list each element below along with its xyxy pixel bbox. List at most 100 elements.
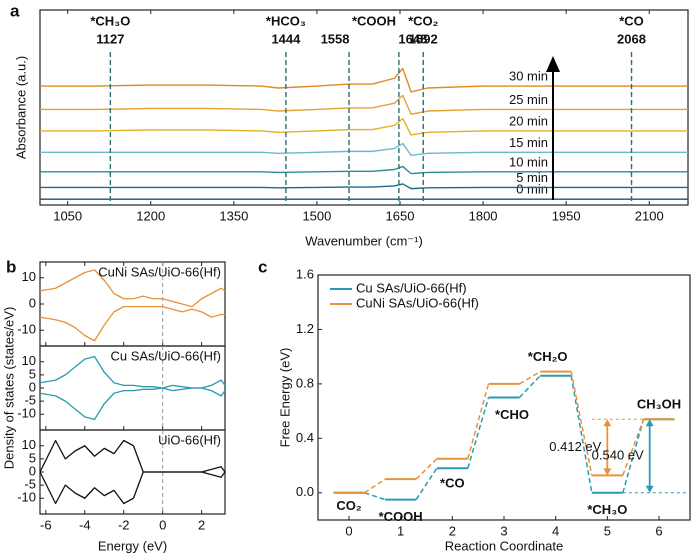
line	[39, 471, 226, 505]
y-tick-label: 1.6	[296, 266, 314, 281]
x-tick-label: 1350	[219, 208, 248, 223]
gap-label: 0.540 eV	[592, 447, 644, 462]
y-tick-label: 0.8	[296, 375, 314, 390]
x-tick-label: 2	[449, 523, 456, 538]
y-axis-label: Absorbance (a.u.)	[13, 56, 28, 159]
annotation-wavenumber: 1648	[398, 31, 427, 46]
panel-label: a	[10, 1, 20, 20]
annotation-wavenumber: 1127	[96, 31, 124, 46]
line	[39, 269, 226, 308]
line	[40, 94, 688, 115]
gap-arrow-head	[645, 485, 654, 493]
axes-frame	[39, 9, 689, 206]
annotation-species: *CO	[619, 13, 644, 28]
annotation-species: *CO₂	[408, 13, 439, 28]
line	[40, 117, 688, 136]
x-tick-label: 3	[500, 523, 507, 538]
panel-label: b	[6, 257, 16, 276]
gap-arrow-head	[603, 468, 612, 476]
species-label: CH₃OH	[637, 397, 681, 412]
series-label: 15 min	[509, 135, 548, 150]
x-axis-label: Reaction Coordinate	[445, 538, 564, 553]
x-axis-label: Wavenumber (cm⁻¹)	[305, 233, 423, 248]
species-label: *CH₂O	[528, 349, 568, 364]
line	[40, 67, 688, 93]
y-tick-label: 0.0	[296, 484, 314, 499]
x-tick-label: 1500	[302, 208, 331, 223]
species-label: *CHO	[495, 407, 529, 422]
y-tick-label: -5	[24, 393, 36, 408]
annotation-wavenumber: 2068	[617, 31, 646, 46]
series-label: 20 min	[509, 113, 548, 128]
x-axis-label: Energy (eV)	[98, 538, 167, 553]
gap-arrow-head	[603, 419, 612, 427]
line	[40, 142, 688, 156]
x-tick-label: 2	[198, 517, 205, 532]
connector	[622, 419, 645, 493]
y-tick-label: 0.4	[296, 430, 314, 445]
y-tick-label: 10	[22, 269, 36, 284]
gap-label: 0.412 eV	[549, 439, 601, 454]
annotation-wavenumber: 1444	[271, 31, 301, 46]
x-tick-label: 2100	[635, 208, 664, 223]
species-label: *CO	[440, 476, 465, 491]
connector	[570, 371, 593, 476]
series-label: 30 min	[509, 68, 548, 83]
x-tick-label: 4	[552, 523, 559, 538]
subplot-label: Cu SAs/UiO-66(Hf)	[110, 348, 221, 363]
panel-label: c	[258, 257, 267, 276]
y-tick-label: 5	[29, 450, 36, 465]
x-tick-label: 0	[345, 523, 352, 538]
series-label: 10 min	[509, 154, 548, 169]
annotation-species: *HCO₃	[266, 13, 306, 28]
x-tick-label: 1200	[136, 208, 165, 223]
x-tick-label: -2	[118, 517, 130, 532]
line	[40, 183, 688, 190]
annotation-species: *COOH	[352, 13, 396, 28]
series-label: 0 min	[516, 182, 548, 197]
connector	[415, 458, 438, 480]
connector	[518, 375, 541, 399]
connector	[415, 467, 438, 500]
y-tick-label: -10	[17, 406, 36, 421]
y-tick-label: 10	[22, 353, 36, 368]
connector	[467, 397, 490, 469]
y-tick-label: 0	[29, 463, 36, 478]
annotation-wavenumber: 1558	[321, 31, 350, 46]
line	[39, 387, 226, 421]
species-label: CO₂	[336, 498, 362, 513]
annotation-wavenumber: 1692	[409, 31, 438, 46]
connector	[467, 383, 490, 459]
gap-arrow-head	[645, 419, 654, 427]
y-tick-label: -10	[17, 490, 36, 505]
y-axis-label: Free Energy (eV)	[277, 348, 292, 448]
connector	[570, 375, 593, 493]
x-tick-label: 1050	[53, 208, 82, 223]
species-label: *COOH	[379, 509, 423, 524]
legend-label: CuNi SAs/UiO-66(Hf)	[356, 295, 479, 310]
y-tick-label: 1.2	[296, 321, 314, 336]
species-label: *CH₃O	[587, 502, 627, 517]
connector	[364, 492, 386, 501]
x-tick-label: 0	[159, 517, 166, 532]
subplot-label: UiO-66(Hf)	[158, 432, 221, 447]
x-tick-label: 1	[397, 523, 404, 538]
series-label: 25 min	[509, 92, 548, 107]
x-tick-label: 5	[604, 523, 611, 538]
x-tick-label: -4	[79, 517, 91, 532]
x-tick-label: -6	[40, 517, 52, 532]
x-tick-label: 1950	[552, 208, 581, 223]
connector	[519, 370, 541, 385]
y-tick-label: 0	[29, 379, 36, 394]
annotation-species: *CH₃O	[90, 13, 130, 28]
y-tick-label: -5	[24, 477, 36, 492]
legend-label: Cu SAs/UiO-66(Hf)	[356, 280, 467, 295]
x-tick-label: 1650	[386, 208, 415, 223]
series-label: 5 min	[516, 170, 548, 185]
y-tick-label: 0	[29, 295, 36, 310]
y-tick-label: 10	[22, 437, 36, 452]
y-tick-label: -10	[17, 322, 36, 337]
connector	[622, 419, 645, 476]
subplot-label: CuNi SAs/UiO-66(Hf)	[98, 264, 221, 279]
